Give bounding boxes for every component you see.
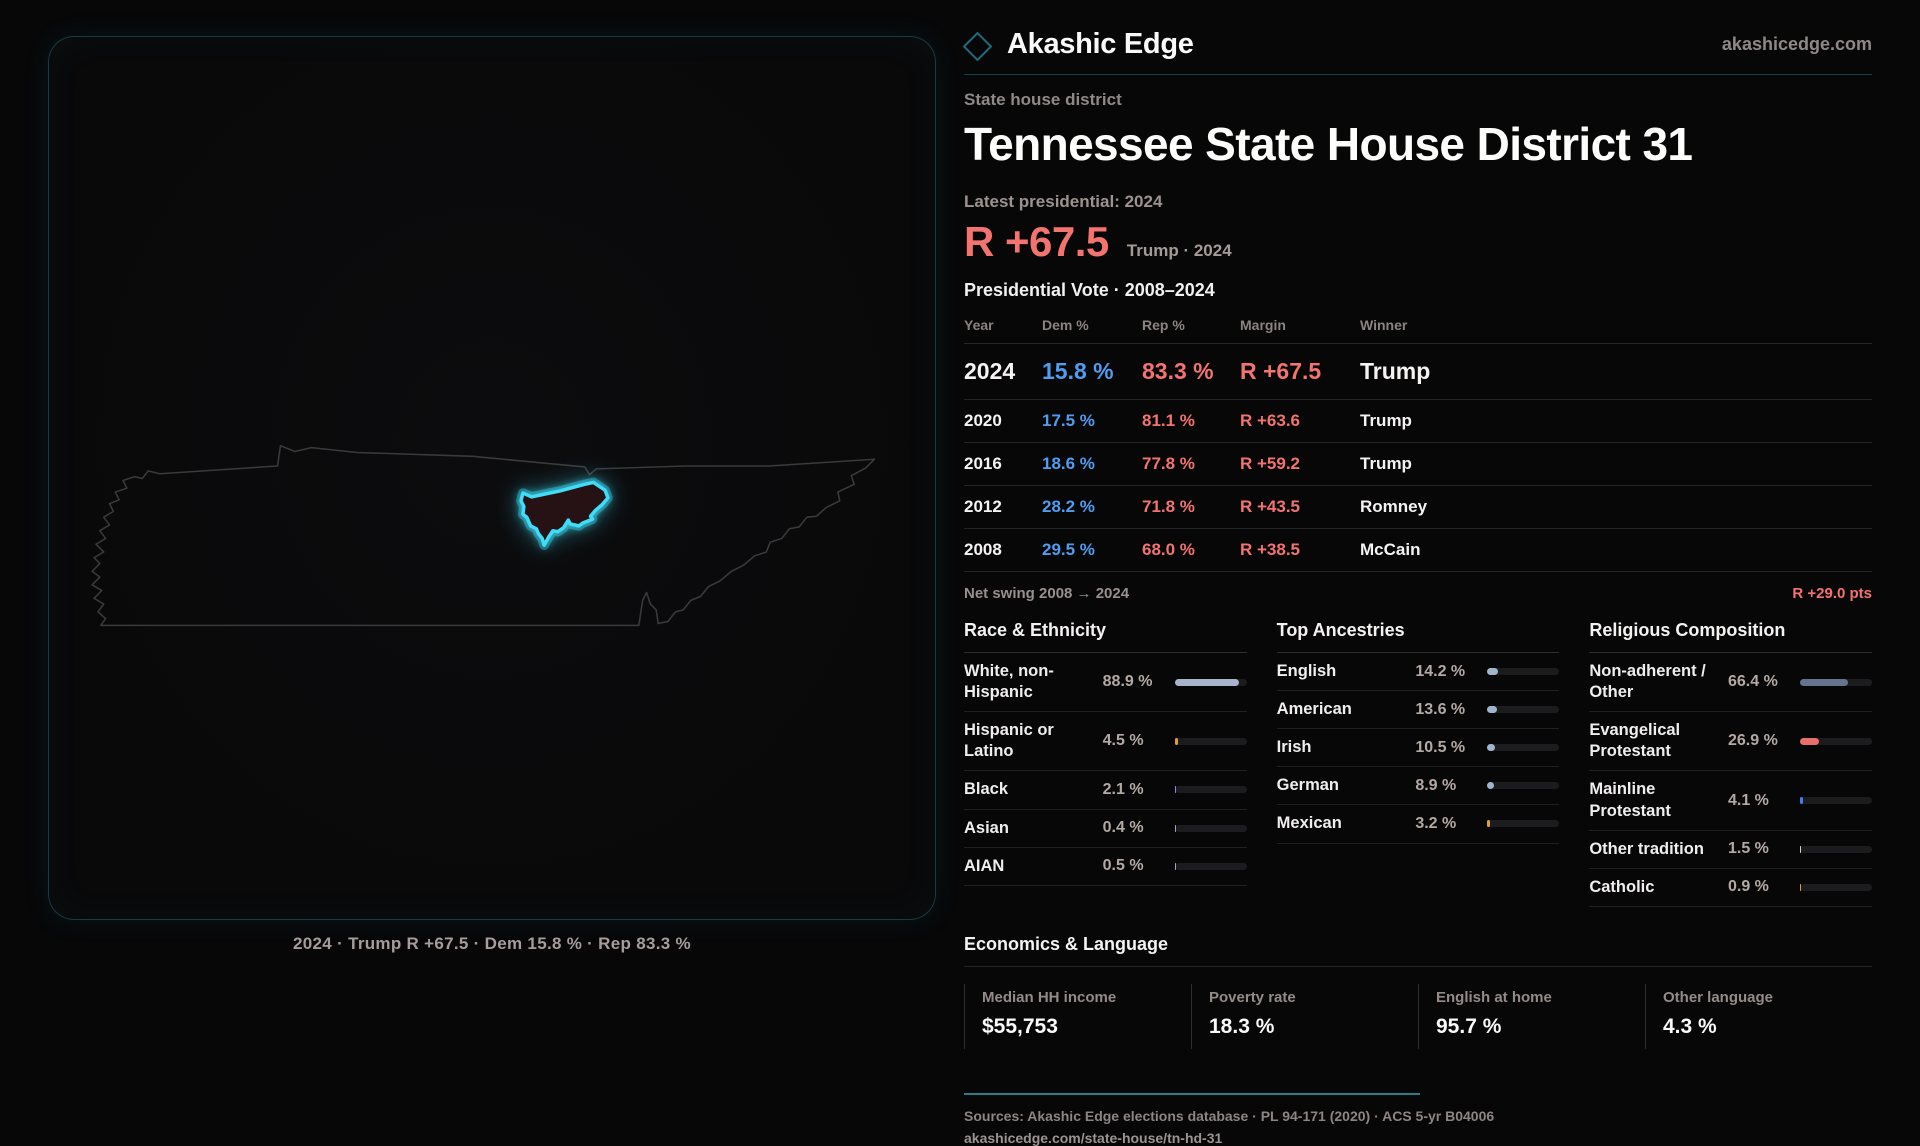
report-panel: Akashic Edge akashicedge.com State house… bbox=[962, 28, 1872, 1146]
footer: Sources: Akashic Edge elections database… bbox=[964, 1092, 1872, 1146]
demo-row: Hispanic or Latino 4.5 % bbox=[964, 712, 1247, 772]
bar-fill bbox=[1174, 862, 1176, 870]
ancestries-title: Top Ancestries bbox=[1276, 620, 1560, 653]
race-ethnicity-column: Race & Ethnicity White, non-Hispanic 88.… bbox=[964, 620, 1247, 907]
col-year: Year bbox=[964, 317, 994, 333]
table-row: 2008 29.5 % 68.0 % R +38.5 McCain bbox=[964, 529, 1872, 572]
district-kicker: State house district bbox=[964, 90, 1122, 109]
col-rep: Rep % bbox=[1142, 317, 1185, 333]
table-row: 2016 18.6 % 77.8 % R +59.2 Trump bbox=[964, 443, 1872, 486]
site-link[interactable]: akashicedge.com bbox=[1721, 34, 1872, 54]
margin-value: R +67.5 bbox=[964, 218, 1109, 265]
bar-fill bbox=[1487, 706, 1498, 714]
col-dem: Dem % bbox=[1042, 317, 1089, 333]
religion-title: Religious Composition bbox=[1589, 620, 1872, 653]
net-swing-value: R +29.0 pts bbox=[1792, 585, 1872, 602]
net-swing-row: Net swing 2008 → 2024 R +29.0 pts bbox=[964, 585, 1872, 602]
bar-fill bbox=[1174, 678, 1239, 686]
col-margin: Margin bbox=[1240, 317, 1286, 333]
bar-track bbox=[1799, 737, 1872, 745]
bar-fill bbox=[1174, 824, 1176, 832]
religion-column: Religious Composition Non-adherent / Oth… bbox=[1589, 620, 1872, 907]
bar-fill bbox=[1487, 744, 1495, 752]
demo-row: English 14.2 % bbox=[1276, 653, 1560, 692]
bar-track bbox=[1174, 737, 1247, 745]
bar-track bbox=[1799, 883, 1872, 891]
demo-row: Non-adherent / Other 66.4 % bbox=[1589, 653, 1872, 713]
stat-cell: Poverty rate 18.3 % bbox=[1191, 983, 1418, 1049]
table-row: 2020 17.5 % 81.1 % R +63.6 Trump bbox=[964, 400, 1872, 443]
footer-url[interactable]: akashicedge.com/state-house/tn-hd-31 bbox=[964, 1129, 1223, 1146]
page-title: Tennessee State House District 31 bbox=[964, 118, 1693, 170]
stat-cell: Other language 4.3 % bbox=[1645, 983, 1872, 1049]
table-row: 2024 15.8 % 83.3 % R +67.5 Trump bbox=[964, 344, 1872, 400]
demo-row: American 13.6 % bbox=[1276, 691, 1560, 730]
bar-track bbox=[1487, 820, 1560, 828]
table-title: Presidential Vote · 2008–2024 bbox=[964, 280, 1215, 300]
bar-track bbox=[1174, 862, 1247, 870]
economics-title: Economics & Language bbox=[964, 934, 1872, 967]
col-winner: Winner bbox=[1360, 317, 1408, 333]
demo-row: Black 2.1 % bbox=[964, 771, 1247, 810]
bar-track bbox=[1799, 797, 1872, 805]
table-row: 2012 28.2 % 71.8 % R +43.5 Romney bbox=[964, 486, 1872, 529]
demo-row: German 8.9 % bbox=[1276, 767, 1560, 806]
demo-row: Mexican 3.2 % bbox=[1276, 805, 1560, 844]
bar-fill bbox=[1799, 845, 1802, 853]
demo-row: Evangelical Protestant 26.9 % bbox=[1589, 712, 1872, 772]
footer-divider bbox=[964, 1092, 1420, 1095]
bar-fill bbox=[1799, 883, 1801, 891]
bar-track bbox=[1487, 706, 1560, 714]
bar-track bbox=[1487, 782, 1560, 790]
bar-track bbox=[1174, 786, 1247, 794]
brand-name: Akashic Edge bbox=[1007, 28, 1194, 60]
bar-track bbox=[1487, 744, 1560, 752]
demographics-section: Race & Ethnicity White, non-Hispanic 88.… bbox=[964, 620, 1872, 907]
demo-row: Asian 0.4 % bbox=[964, 810, 1247, 848]
district-map-panel bbox=[48, 36, 936, 920]
bar-track bbox=[1799, 678, 1872, 686]
table-header: Year Dem % Rep % Margin Winner bbox=[964, 311, 1872, 344]
margin-context: Trump · 2024 bbox=[1126, 241, 1232, 260]
demo-row: Irish 10.5 % bbox=[1276, 729, 1560, 768]
latest-presidential-label: Latest presidential: 2024 bbox=[964, 192, 1163, 211]
diamond-icon bbox=[962, 31, 993, 61]
tennessee-outline bbox=[91, 444, 876, 627]
economics-stats: Median HH income $55,753 Poverty rate 18… bbox=[964, 983, 1872, 1049]
bar-fill bbox=[1799, 797, 1803, 805]
bar-fill bbox=[1487, 820, 1490, 828]
race-title: Race & Ethnicity bbox=[964, 620, 1247, 653]
demo-row: White, non-Hispanic 88.9 % bbox=[964, 653, 1247, 713]
bar-track bbox=[1174, 824, 1247, 832]
bar-track bbox=[1487, 668, 1560, 676]
demo-row: AIAN 0.5 % bbox=[964, 848, 1247, 886]
demo-row: Mainline Protestant 4.1 % bbox=[1589, 771, 1872, 831]
bar-fill bbox=[1799, 737, 1820, 745]
bar-track bbox=[1174, 678, 1247, 686]
map-caption: 2024 · Trump R +67.5 · Dem 15.8 % · Rep … bbox=[293, 934, 691, 953]
brand-header: Akashic Edge akashicedge.com bbox=[962, 28, 1872, 75]
bar-fill bbox=[1487, 668, 1498, 676]
tennessee-map bbox=[91, 444, 876, 627]
demo-row: Catholic 0.9 % bbox=[1589, 869, 1872, 907]
stat-cell: English at home 95.7 % bbox=[1418, 983, 1645, 1049]
sources-text: Sources: Akashic Edge elections database… bbox=[964, 1107, 1495, 1124]
net-swing-label: Net swing 2008 → 2024 bbox=[964, 585, 1130, 602]
bar-fill bbox=[1174, 786, 1177, 794]
bar-fill bbox=[1174, 737, 1178, 745]
bar-fill bbox=[1799, 678, 1848, 686]
headline-margin: R +67.5 Trump · 2024 bbox=[964, 218, 1872, 266]
district-31-shape[interactable] bbox=[519, 480, 610, 547]
bar-track bbox=[1799, 845, 1872, 853]
bar-fill bbox=[1487, 782, 1494, 790]
demo-row: Other tradition 1.5 % bbox=[1589, 831, 1872, 869]
stat-cell: Median HH income $55,753 bbox=[964, 983, 1191, 1049]
ancestries-column: Top Ancestries English 14.2 % American 1… bbox=[1276, 620, 1560, 907]
